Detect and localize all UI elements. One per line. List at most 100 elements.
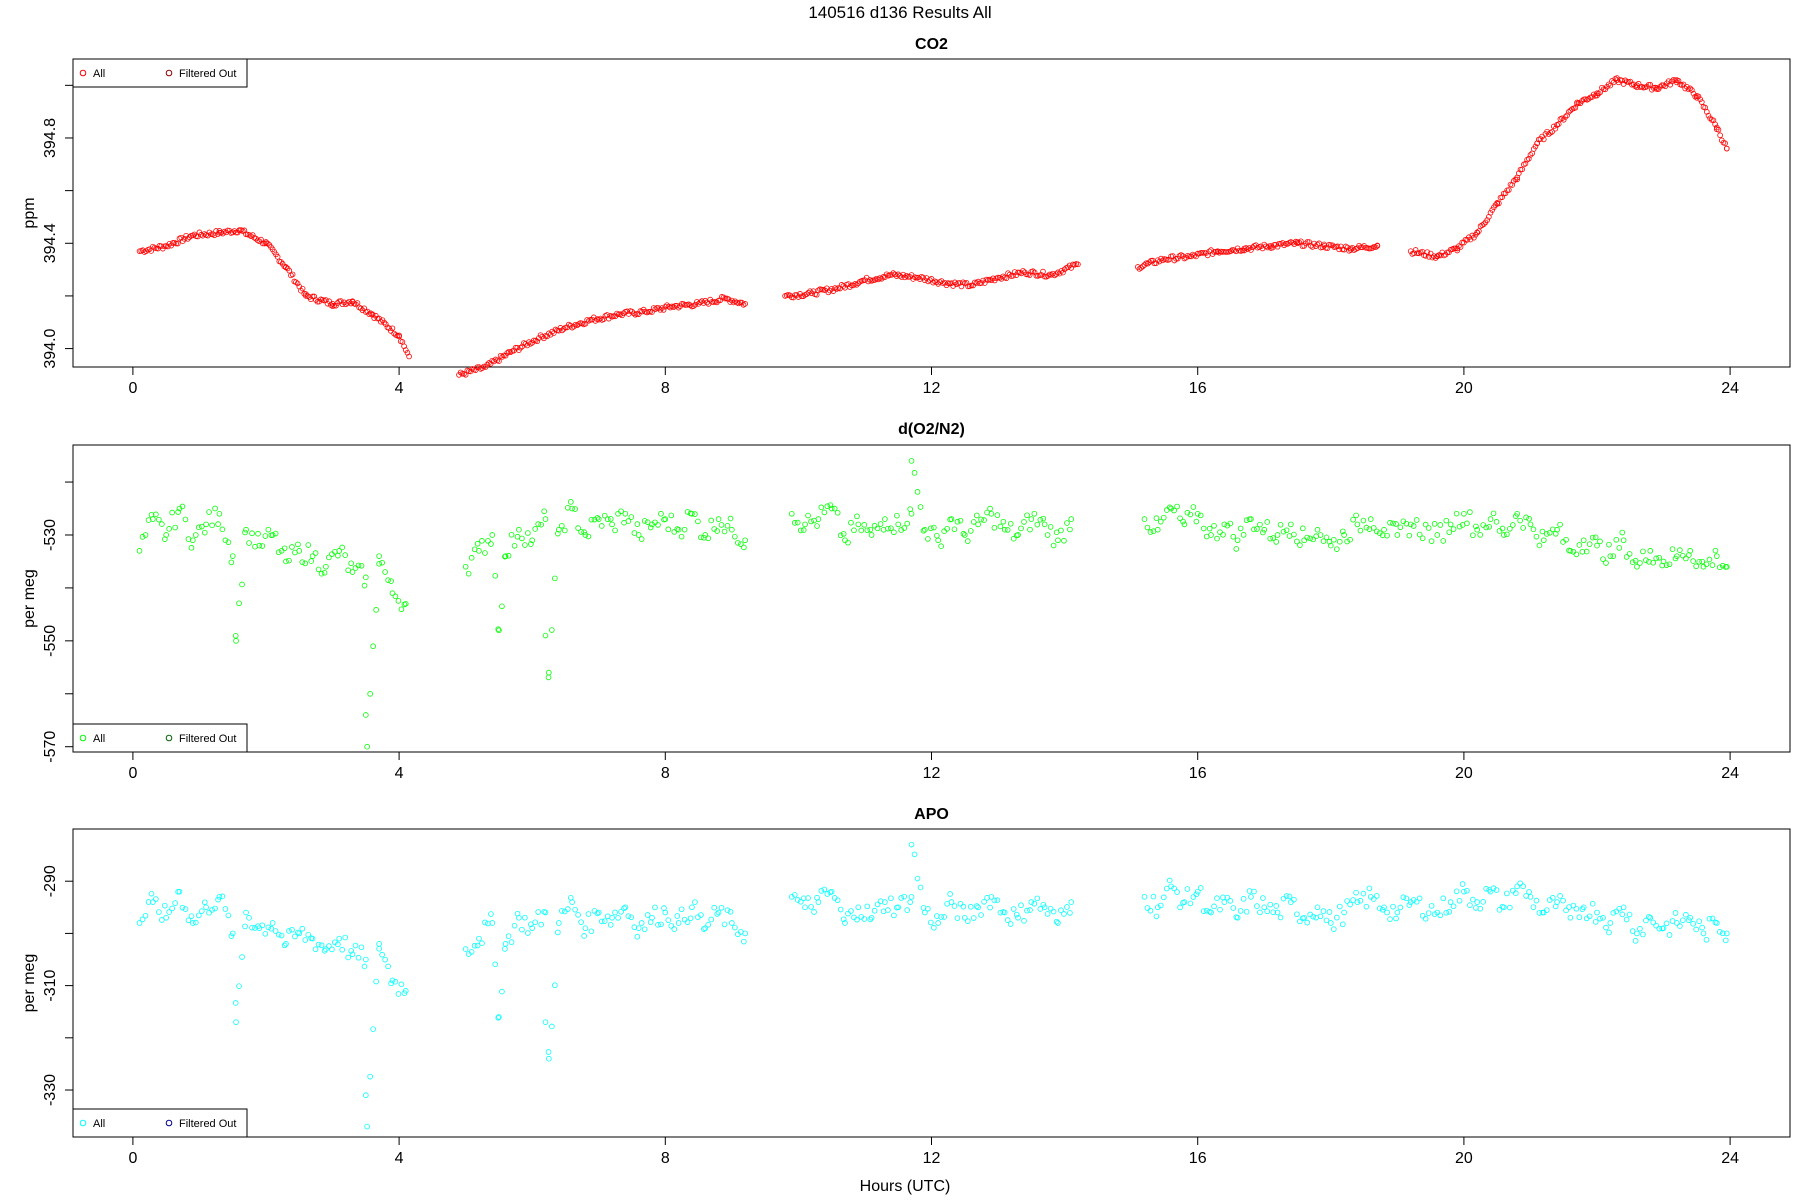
plot-frame (72, 444, 1791, 753)
x-tick-label: 0 (128, 1150, 137, 1167)
data-point (631, 924, 638, 931)
data-point (522, 914, 528, 921)
data-point (1366, 245, 1372, 252)
data-point (1294, 538, 1300, 545)
data-point (1562, 114, 1569, 120)
data-point (1301, 537, 1307, 544)
data-point (1257, 909, 1263, 916)
data-point (1431, 253, 1437, 259)
data-point (1144, 905, 1151, 911)
data-point (794, 897, 801, 903)
data-point (312, 946, 319, 953)
data-point (1623, 916, 1630, 923)
data-point (655, 305, 662, 311)
data-point (1723, 930, 1730, 937)
data-point (373, 607, 379, 613)
data-point (1514, 176, 1520, 183)
data-point (845, 539, 851, 546)
data-point (1180, 518, 1186, 525)
data-point (462, 946, 469, 952)
data-point (1606, 929, 1612, 936)
data-point (246, 540, 252, 546)
data-point (1221, 899, 1228, 905)
data-point (139, 534, 146, 540)
data-point (1141, 262, 1148, 268)
x-tick-label: 20 (1455, 380, 1473, 397)
data-point (1304, 919, 1310, 926)
data-point (1357, 897, 1364, 904)
data-point (376, 553, 382, 559)
legend-marker (79, 734, 87, 742)
data-point (1499, 525, 1506, 532)
data-point (684, 509, 691, 515)
data-point (1699, 558, 1705, 565)
data-point (309, 553, 316, 559)
chart-panel-1: CO2 0 4 8 12 16 20 24 394.0 394.4 394.8 ppm All Filte… (21, 36, 1791, 397)
data-point (1600, 915, 1606, 921)
data-point (612, 909, 618, 916)
data-point (175, 888, 181, 895)
data-point (1696, 559, 1702, 565)
data-point (1047, 524, 1054, 530)
data-point (944, 901, 950, 907)
data-point (355, 562, 362, 569)
data-point (1706, 915, 1713, 922)
data-point (249, 232, 256, 238)
data-point (567, 322, 574, 329)
legend-box (72, 1108, 248, 1138)
data-point (555, 530, 561, 537)
data-point (1214, 895, 1220, 901)
data-point (159, 521, 165, 527)
data-point (294, 280, 301, 287)
data-point (678, 533, 685, 540)
data-point (961, 914, 968, 921)
data-point (268, 925, 275, 932)
x-tick-label: 20 (1455, 1150, 1473, 1167)
data-point (1050, 542, 1057, 549)
data-point (638, 536, 645, 542)
data-point (1230, 905, 1237, 911)
data-point (379, 559, 385, 566)
data-point (567, 499, 574, 505)
data-point (1367, 516, 1374, 522)
data-point (524, 342, 531, 349)
data-point (495, 626, 502, 633)
data-point (479, 365, 486, 371)
data-point (1667, 81, 1674, 88)
data-point (323, 563, 329, 570)
data-point (885, 525, 891, 532)
y-tick-label: -550 (42, 625, 59, 657)
chart-panel-2: d(O2/N2) 0 4 8 12 16 20 24 -570 -550 -530 per meg Al… (21, 421, 1791, 782)
data-point (1324, 245, 1331, 251)
data-point (479, 538, 485, 544)
data-point (629, 308, 635, 315)
data-point (249, 530, 255, 537)
data-point (711, 904, 718, 911)
data-point (855, 521, 862, 528)
data-point (1620, 537, 1627, 544)
y-axis-label: per meg (21, 954, 38, 1013)
data-point (1061, 537, 1067, 544)
data-point (465, 570, 472, 577)
data-point (175, 240, 181, 247)
data-point (345, 567, 351, 574)
data-point (1221, 521, 1228, 528)
data-point (169, 905, 175, 912)
data-point (1659, 562, 1666, 569)
data-point (265, 924, 272, 931)
data-point (1027, 526, 1033, 533)
data-point (652, 904, 658, 911)
data-point (891, 912, 897, 919)
data-point (612, 313, 619, 320)
data-series-all (136, 75, 1730, 378)
data-point (897, 273, 903, 279)
data-point (1018, 902, 1024, 909)
data-point (997, 909, 1004, 916)
data-point (249, 924, 255, 931)
data-point (1021, 519, 1027, 525)
data-point (1686, 552, 1692, 558)
data-point (1384, 909, 1390, 916)
data-point (1403, 895, 1410, 902)
data-point (142, 912, 149, 919)
data-point (717, 297, 724, 304)
